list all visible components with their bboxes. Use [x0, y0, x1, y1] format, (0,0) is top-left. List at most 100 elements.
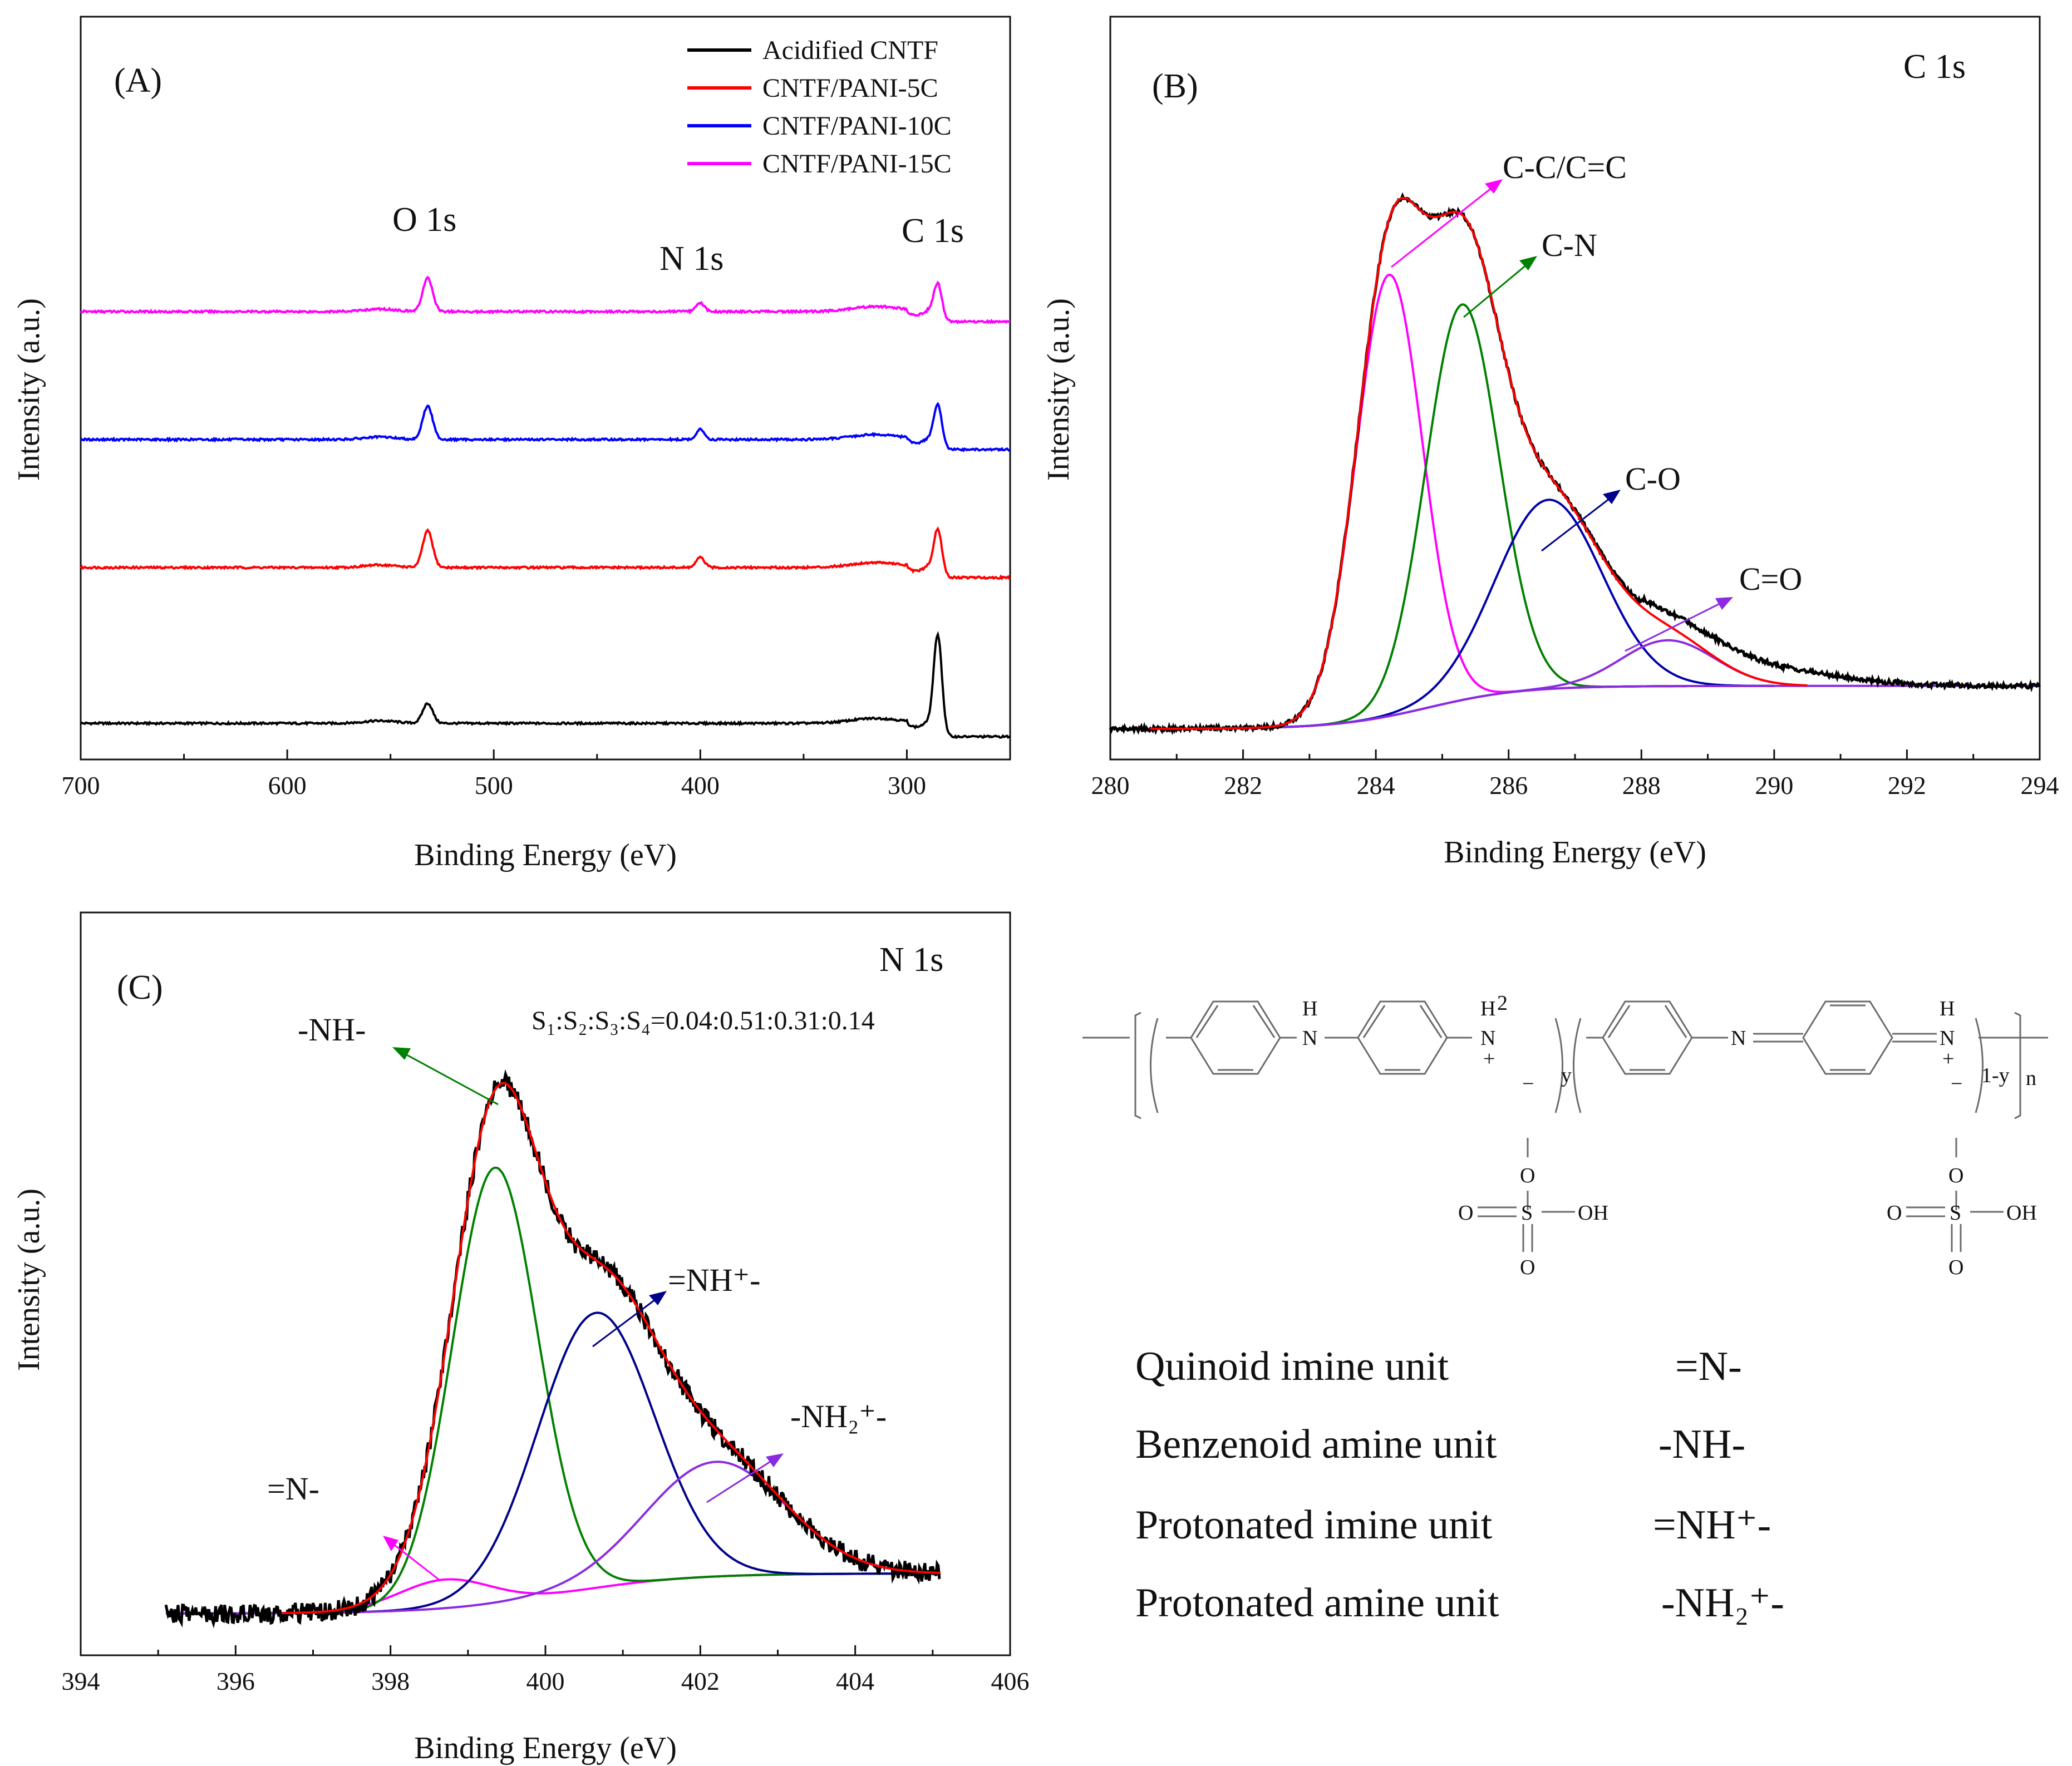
- struct-plus2: +: [1942, 1047, 1954, 1071]
- struct-h3: H: [1940, 997, 1955, 1020]
- panel-c-label: (C): [117, 969, 163, 1007]
- c-xtick-label: 394: [62, 1667, 100, 1695]
- struct-n4: N: [1940, 1027, 1955, 1050]
- a-xtick-label: 600: [268, 771, 307, 800]
- panel-c-ylabel: Intensity (a.u.): [12, 1188, 46, 1371]
- unit-name-protonated-imine: Protonated imine unit: [1135, 1502, 1493, 1548]
- b-xtick-label: 282: [1224, 771, 1262, 800]
- panel-b-label: (B): [1152, 67, 1198, 105]
- a-series-line: [80, 630, 1011, 739]
- struct-plus1: +: [1483, 1047, 1495, 1071]
- panel-a-ticks: 700 600 500 400 300: [62, 749, 926, 800]
- struct-n1: N: [1302, 1027, 1317, 1050]
- panel-b: 280 282 284 286 288 290 292 294 (B) C 1s C-C/C=…: [1041, 16, 2059, 870]
- unit-name-benzenoid: Benzenoid amine unit: [1135, 1422, 1497, 1467]
- struct-h2: H: [1480, 997, 1495, 1020]
- annotation-co-double: C=O: [1739, 561, 1802, 597]
- peak-label-n1s: N 1s: [660, 240, 724, 278]
- a-series-line: [80, 402, 1011, 453]
- struct-n-sub: n: [2026, 1067, 2036, 1090]
- panel-a-curves: [80, 275, 1011, 739]
- legend-label: Acidified CNTF: [762, 36, 938, 65]
- unit-name-quinoid: Quinoid imine unit: [1135, 1344, 1449, 1389]
- struct-n2: N: [1480, 1027, 1495, 1050]
- b-component-line: [1256, 273, 1774, 729]
- a-xtick-label: 700: [62, 771, 100, 800]
- panel-c-xlabel: Binding Energy (eV): [414, 1731, 677, 1765]
- a-series-line: [80, 526, 1011, 581]
- a-xtick-label: 300: [888, 771, 926, 800]
- a-xtick-label: 400: [681, 771, 720, 800]
- unit-symbol-protonated-amine: -NH₂⁺-: [1661, 1580, 1784, 1626]
- panel-c-curves: [164, 1069, 941, 1629]
- struct-oh2: OH: [2006, 1201, 2037, 1225]
- unit-name-protonated-amine: Protonated amine unit: [1135, 1580, 1499, 1626]
- b-xtick-label: 288: [1622, 771, 1661, 800]
- c-xtick-label: 400: [526, 1667, 565, 1695]
- b-component-line: [1256, 639, 1775, 729]
- legend-label: CNTF/PANI-5C: [762, 73, 938, 103]
- ratio-text: S₁:S₂:S₃:S₄=0.04:0.51:0.31:0.14: [531, 1006, 875, 1035]
- annotation-n: =N-: [267, 1471, 319, 1507]
- struct-o-top1: O: [1520, 1164, 1535, 1187]
- panel-c-title: N 1s: [879, 941, 943, 979]
- c-component-line: [166, 1572, 941, 1615]
- units-table: Quinoid imine unit =N- Benzenoid amine u…: [1135, 1344, 1784, 1626]
- c-xtick-label: 396: [216, 1667, 255, 1695]
- annotation-nh-plus: =NH⁺-: [668, 1262, 760, 1298]
- legend-label: CNTF/PANI-15C: [762, 149, 952, 179]
- struct-n3: N: [1731, 1027, 1746, 1050]
- panel-b-ylabel: Intensity (a.u.): [1041, 298, 1076, 481]
- legend-label: CNTF/PANI-10C: [762, 111, 952, 141]
- b-xtick-label: 292: [1888, 771, 1926, 800]
- unit-symbol-quinoid: =N-: [1675, 1344, 1742, 1389]
- annotation-cc: C-C/C=C: [1503, 149, 1627, 185]
- annotation-nh2-plus: -NH₂⁺-: [790, 1398, 887, 1434]
- panel-a-legend: Acidified CNTF CNTF/PANI-5C CNTF/PANI-10C C…: [687, 36, 952, 179]
- struct-o-bot2: O: [1948, 1256, 1963, 1279]
- structure-labels: H N H 2 N + − y N H N + − 1-y n O O S OH…: [1302, 991, 2037, 1279]
- struct-o-left2: O: [1887, 1201, 1902, 1225]
- panel-c-ticks: 394 396 398 400 402 404 406: [62, 1645, 1030, 1695]
- a-series-line: [80, 275, 1011, 324]
- b-component-line: [1256, 303, 1774, 729]
- b-raw-line: [1109, 192, 2041, 736]
- panel-b-annotations: C-C/C=C C-N C-O C=O: [1391, 149, 1802, 652]
- struct-s2: S: [1950, 1201, 1961, 1225]
- a-xtick-label: 500: [475, 771, 513, 800]
- panel-c-annotations: -NH- =NH⁺- -NH₂⁺- =N-: [267, 1012, 887, 1581]
- struct-h1: H: [1302, 997, 1317, 1020]
- b-xtick-label: 290: [1755, 771, 1793, 800]
- panel-a-ylabel: Intensity (a.u.): [12, 298, 46, 481]
- c-xtick-label: 398: [371, 1667, 410, 1695]
- struct-minus1: −: [1522, 1072, 1534, 1096]
- b-fit-line: [1150, 196, 1808, 730]
- b-xtick-label: 284: [1357, 771, 1395, 800]
- peak-label-c1s: C 1s: [902, 212, 964, 250]
- annotation-co: C-O: [1625, 461, 1681, 497]
- unit-symbol-protonated-imine: =NH⁺-: [1653, 1502, 1771, 1548]
- struct-oh1: OH: [1578, 1201, 1608, 1225]
- unit-symbol-benzenoid: -NH-: [1658, 1422, 1745, 1467]
- panel-a-label: (A): [114, 62, 162, 100]
- struct-minus2: −: [1951, 1072, 1962, 1096]
- panel-b-title: C 1s: [1903, 48, 1966, 86]
- panel-a-frame: [80, 16, 1011, 761]
- panel-a-xlabel: Binding Energy (eV): [414, 838, 677, 872]
- struct-o-left1: O: [1458, 1201, 1473, 1225]
- struct-o-bot1: O: [1520, 1256, 1535, 1279]
- panel-a: 700 600 500 400 300 (A) O 1s N 1s C 1s Acidi…: [12, 16, 1011, 872]
- struct-1-y: 1-y: [1981, 1064, 2010, 1087]
- struct-s1: S: [1521, 1201, 1533, 1225]
- panel-b-ticks: 280 282 284 286 288 290 292 294: [1091, 749, 2059, 800]
- struct-sub2: 2: [1497, 991, 1508, 1015]
- c-fit-line: [282, 1082, 941, 1615]
- c-xtick-label: 406: [991, 1667, 1030, 1695]
- panel-b-frame: [1109, 16, 2041, 761]
- b-xtick-label: 286: [1489, 771, 1528, 800]
- c-xtick-label: 404: [836, 1667, 874, 1695]
- pani-structure: H N H 2 N + − y N H N + − 1-y n O O S OH…: [1082, 991, 2048, 1279]
- annotation-nh: -NH-: [298, 1012, 366, 1048]
- panel-b-xlabel: Binding Energy (eV): [1444, 835, 1706, 870]
